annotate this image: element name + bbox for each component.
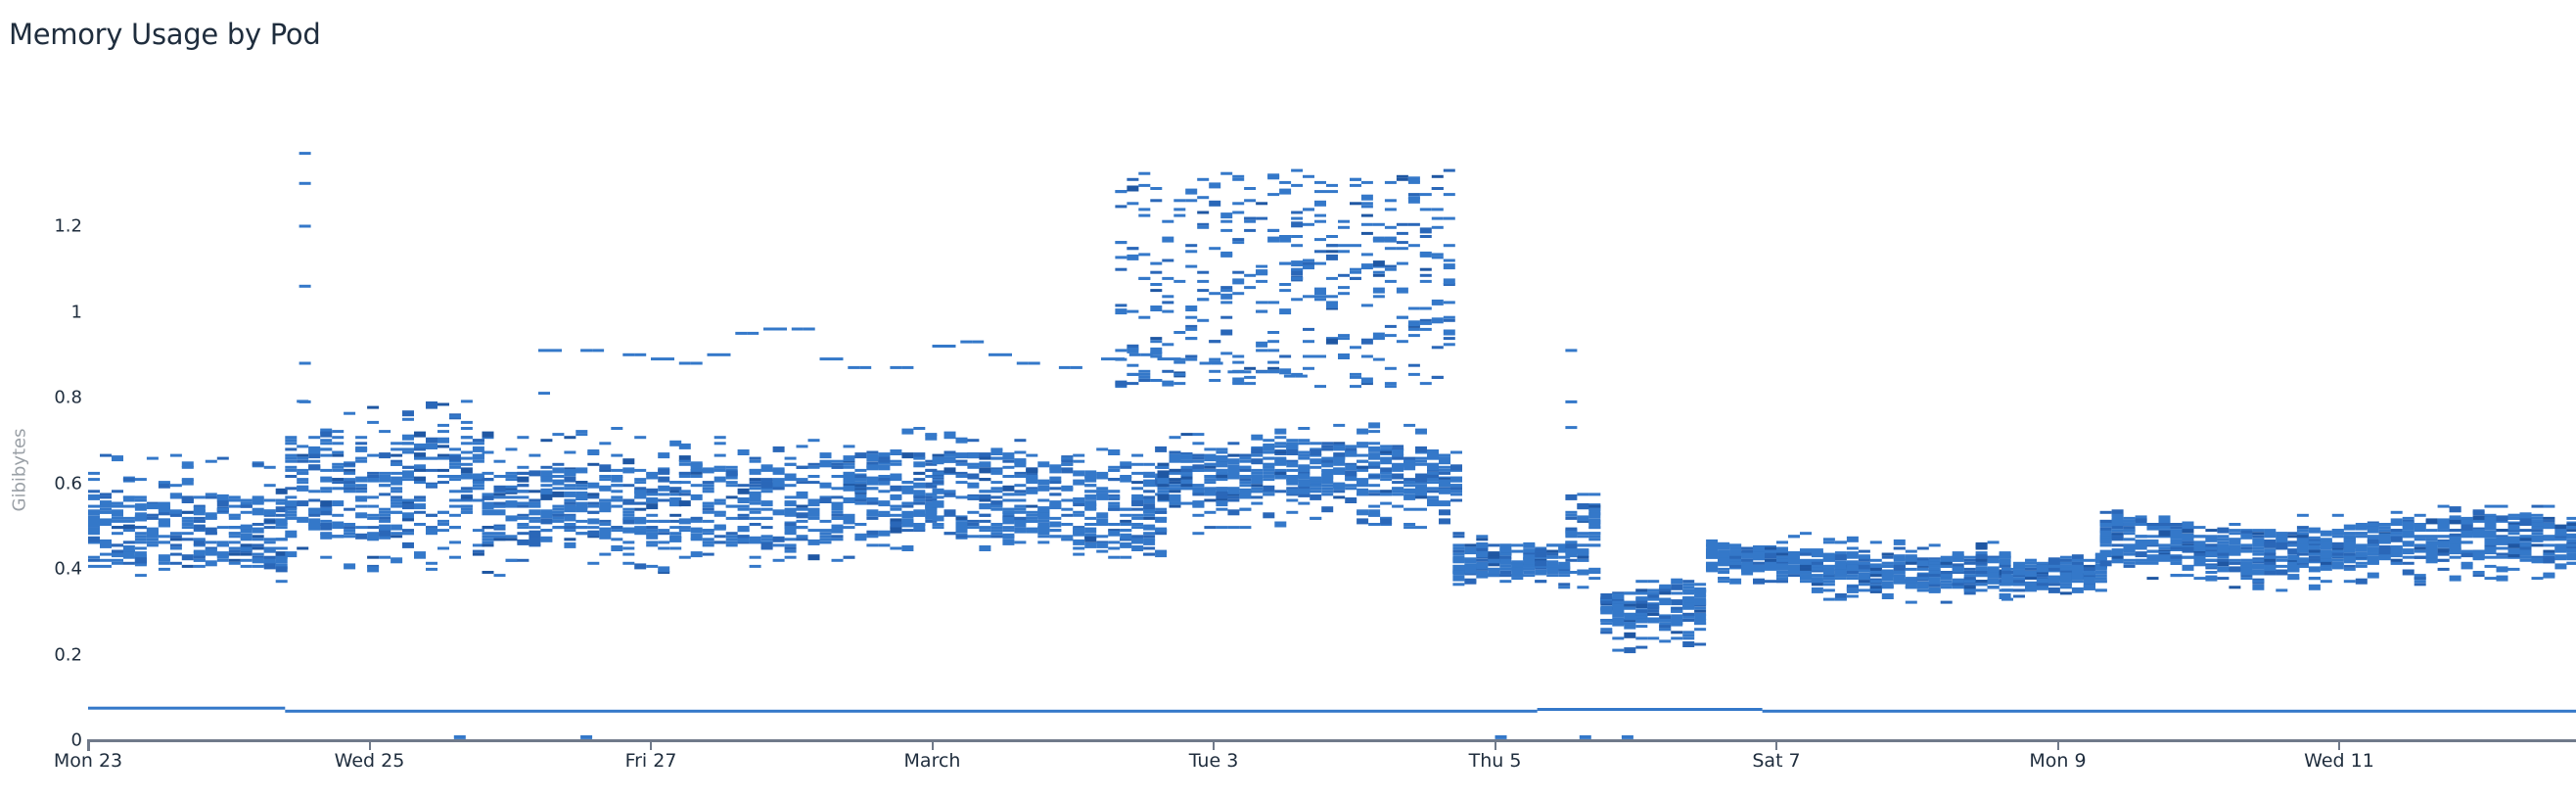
y-tick-label: 1 — [70, 302, 82, 322]
heatmap-plot-area[interactable] — [88, 0, 2576, 740]
heatmap-cells — [88, 152, 2576, 739]
x-tick-label: Fri 27 — [624, 750, 677, 772]
x-tick-label: Tue 3 — [1188, 750, 1239, 772]
x-tick-mark — [2338, 741, 2340, 750]
x-tick-label: Mon 9 — [2029, 750, 2087, 772]
y-tick-label: 1.2 — [54, 215, 82, 237]
x-axis-line — [87, 739, 2576, 742]
x-tick-mark — [368, 741, 371, 750]
x-tick-label: Wed 11 — [2304, 750, 2374, 772]
x-tick-mark — [2056, 741, 2059, 750]
x-tick-mark — [931, 741, 934, 750]
y-tick-label: 0.4 — [54, 558, 82, 580]
x-tick-mark — [650, 741, 652, 750]
y-tick-label: 0.6 — [54, 473, 82, 494]
x-tick-mark — [1494, 741, 1496, 750]
y-axis-title: Gibibytes — [9, 428, 30, 512]
x-tick-mark — [1213, 741, 1215, 750]
y-tick-label: 0.8 — [54, 387, 82, 408]
y-tick-label: 0 — [70, 729, 82, 751]
y-tick-label: 0.2 — [54, 644, 82, 665]
x-tick-label: Thu 5 — [1468, 750, 1522, 772]
chart-title: Memory Usage by Pod — [9, 18, 321, 51]
x-tick-label: Mon 23 — [53, 750, 123, 772]
x-tick-label: Sat 7 — [1752, 750, 1801, 772]
x-tick-mark — [1775, 741, 1777, 750]
x-axis-origin-tick — [87, 739, 90, 751]
x-tick-label: Wed 25 — [334, 750, 405, 772]
x-tick-label: March — [903, 750, 961, 772]
